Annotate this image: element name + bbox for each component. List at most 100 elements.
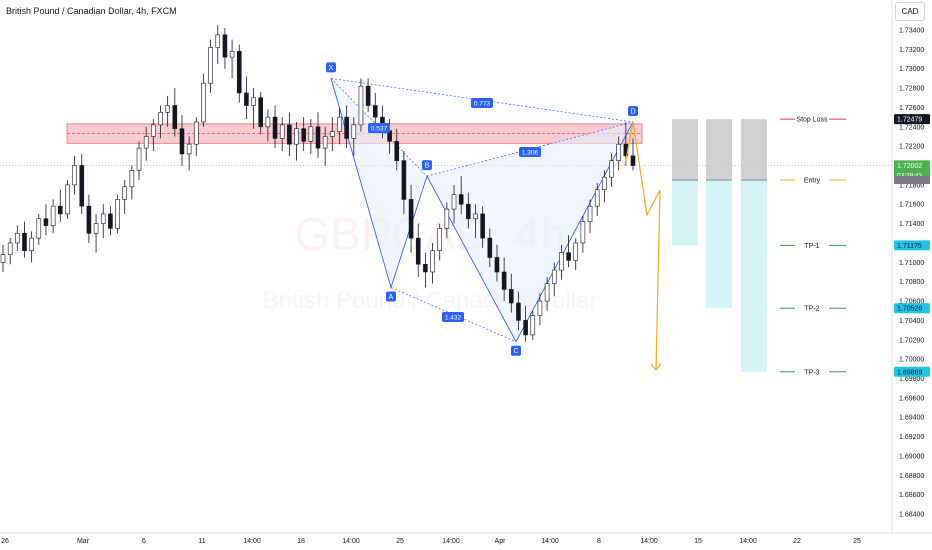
currency-button[interactable]: CAD — [895, 2, 925, 21]
pattern-point-label: C — [513, 348, 518, 355]
candle-body — [15, 232, 20, 244]
candle-body — [136, 147, 142, 171]
price-badge — [894, 160, 930, 181]
y-tick-label: 1.71400 — [899, 221, 924, 228]
candle-body — [415, 237, 421, 265]
candle-body — [480, 213, 485, 239]
candle-body — [444, 208, 450, 229]
candle-body — [451, 194, 457, 210]
pattern-point-c — [511, 345, 521, 356]
price-badge — [894, 114, 930, 125]
y-tick-label: 1.73200 — [899, 47, 924, 54]
x-tick-label: 14:00 — [739, 538, 757, 545]
stop-zone-2 — [706, 119, 732, 181]
ratio-label: 0.773 — [474, 101, 491, 108]
candle-body — [602, 176, 607, 191]
x-tick-label: 6 — [142, 538, 146, 545]
candle-body — [473, 213, 478, 220]
y-tick-label: 1.72800 — [899, 86, 924, 93]
candle-body — [566, 252, 571, 261]
candle-body — [544, 283, 550, 302]
candle-body — [372, 105, 378, 118]
y-tick-label: 1.69000 — [899, 453, 924, 460]
candle-body — [222, 34, 228, 58]
price-badge — [894, 366, 930, 377]
candle-body — [79, 165, 85, 207]
candle-body — [508, 289, 514, 304]
candle-body — [50, 205, 56, 226]
x-tick-label: 25 — [396, 538, 404, 545]
y-tick-label: 1.71800 — [899, 182, 924, 189]
candle-body — [22, 232, 27, 252]
price-badge-label: 1.71175 — [897, 243, 922, 250]
y-tick-label: 1.73400 — [899, 28, 924, 35]
candle-body — [57, 205, 63, 215]
candle-body — [294, 128, 299, 145]
candle-body — [165, 105, 170, 113]
target-zone-3 — [741, 180, 767, 372]
pattern-point-d — [628, 105, 638, 116]
candle-body — [272, 116, 278, 139]
y-tick-label: 1.72600 — [899, 105, 924, 112]
candle-body — [330, 131, 335, 137]
candle-body — [466, 203, 471, 220]
ratio-badge — [368, 123, 390, 133]
target-zone-1 — [672, 180, 698, 246]
x-tick-label: 26 — [1, 538, 9, 545]
level-label: Entry — [804, 178, 821, 185]
candle-body — [143, 136, 149, 149]
candle-body — [108, 213, 113, 229]
pattern-triangle-bcd — [427, 121, 633, 342]
candle-body — [616, 143, 621, 161]
candle-body — [179, 128, 185, 155]
price-badge-label: 1.70526 — [897, 306, 922, 313]
price-badge-countdown: 03:29:43 — [897, 172, 923, 179]
price-axis[interactable] — [892, 0, 932, 550]
candle-body — [537, 300, 543, 316]
x-tick-label: 18 — [297, 538, 305, 545]
pattern-ratio-line — [426, 121, 634, 177]
price-badge-label: 1.72002 — [897, 163, 922, 170]
candle-body — [201, 82, 206, 123]
ratio-label: 1.432 — [445, 315, 462, 322]
y-tick-label: 1.70000 — [899, 357, 924, 364]
candle-body — [43, 218, 49, 226]
price-badge-label: 1.72479 — [897, 117, 922, 124]
candle-body — [487, 237, 493, 258]
candle-body — [494, 257, 500, 273]
candle-body — [86, 205, 92, 234]
price-badge — [894, 303, 930, 314]
candle-body — [244, 92, 249, 106]
candle-body — [365, 85, 371, 106]
candle-body — [308, 126, 314, 142]
x-tick-label: 25 — [853, 538, 861, 545]
candle-body — [279, 124, 285, 139]
candle-body — [401, 160, 407, 200]
candle-body — [258, 97, 264, 128]
candle-body — [573, 242, 579, 261]
candle-body — [358, 85, 364, 126]
level-label: TP-3 — [804, 369, 819, 376]
x-tick-label: Mar — [77, 538, 90, 545]
price-badge-label: 1.69869 — [897, 369, 922, 376]
candle-body — [430, 250, 435, 273]
candle-body — [208, 47, 213, 84]
candle-body — [559, 252, 564, 271]
candle-body — [29, 237, 34, 252]
x-tick-label: 11 — [198, 538, 205, 545]
candle-body — [423, 263, 428, 273]
x-tick-label: 14:00 — [442, 538, 460, 545]
candle-body — [501, 271, 507, 290]
y-tick-label: 1.69800 — [899, 376, 924, 383]
candle-body — [158, 111, 163, 126]
pattern-point-label: X — [329, 65, 334, 72]
candle-body — [215, 34, 221, 48]
candle-body — [65, 184, 70, 215]
ratio-badge — [519, 147, 541, 157]
candle-body — [301, 128, 306, 142]
candle-body — [265, 116, 271, 128]
y-tick-label: 1.71600 — [899, 202, 924, 209]
candle-body — [93, 223, 99, 234]
candle-body — [394, 141, 400, 161]
